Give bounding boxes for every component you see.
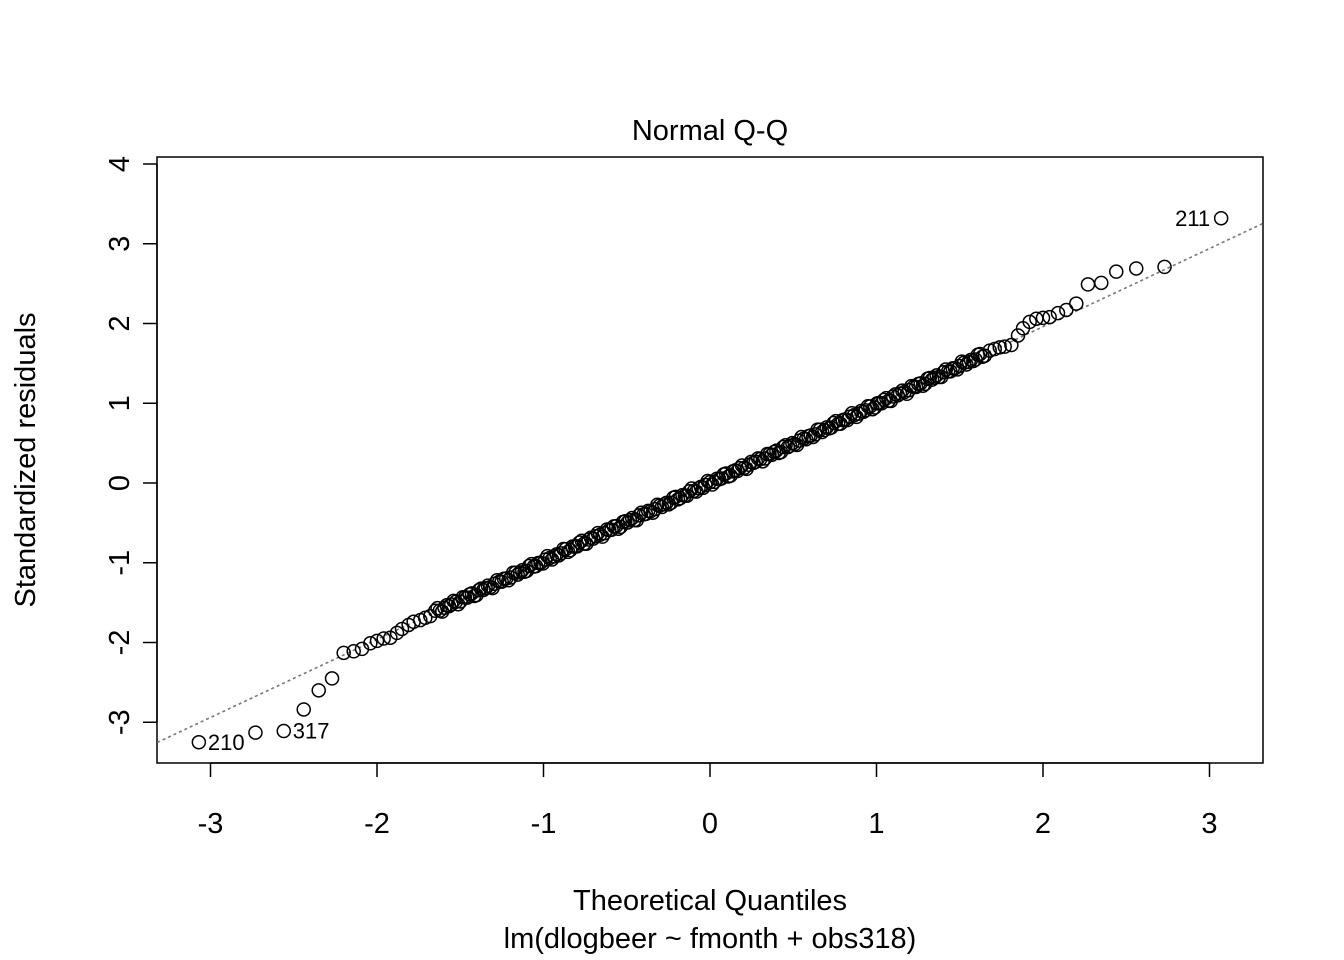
data-point xyxy=(684,481,699,496)
data-point xyxy=(311,683,326,698)
chart-title: Normal Q-Q xyxy=(632,115,788,147)
data-point xyxy=(620,515,635,530)
data-point xyxy=(812,422,828,438)
points-group xyxy=(191,210,1229,750)
y-axis-label: Standardized residuals xyxy=(10,312,42,607)
data-point xyxy=(510,567,525,582)
data-point xyxy=(191,734,207,750)
point-label: 210 xyxy=(208,730,245,755)
data-point xyxy=(1069,296,1084,311)
reference-line xyxy=(156,222,1264,744)
data-point xyxy=(1059,302,1074,318)
data-point xyxy=(780,439,796,455)
x-axis: -3 -2 -1 0 1 2 3 xyxy=(198,762,1218,840)
data-point xyxy=(1015,321,1031,336)
data-point xyxy=(961,354,976,370)
y-tick-label: 2 xyxy=(104,315,136,331)
data-point xyxy=(691,480,706,496)
point-label: 211 xyxy=(1175,206,1210,231)
data-point xyxy=(1080,277,1096,292)
data-point xyxy=(296,702,311,717)
x-tick-label: 0 xyxy=(702,808,718,840)
plot-frame xyxy=(156,156,1264,764)
data-point xyxy=(494,574,509,590)
y-tick-label: 4 xyxy=(104,156,136,172)
x-tick-label: 3 xyxy=(1201,808,1217,840)
data-point xyxy=(764,447,780,463)
data-point xyxy=(376,631,391,646)
y-tick-label: -2 xyxy=(104,630,136,656)
data-point xyxy=(1050,305,1066,321)
y-axis: -3 -2 -1 0 1 2 3 4 xyxy=(104,156,158,735)
x-tick-label: -2 xyxy=(364,808,390,840)
data-point xyxy=(346,644,361,659)
y-tick-label: 1 xyxy=(104,395,136,411)
data-point xyxy=(1128,261,1144,276)
point-labels-group: 211 210 317 xyxy=(208,206,1210,755)
data-point xyxy=(654,499,670,515)
data-point xyxy=(604,522,619,538)
data-point xyxy=(248,725,263,740)
data-point xyxy=(844,406,860,421)
data-point xyxy=(734,458,750,473)
data-point xyxy=(324,671,340,686)
point-label: 317 xyxy=(293,719,330,744)
data-point xyxy=(959,357,974,372)
y-tick-label: 3 xyxy=(104,236,136,252)
data-point xyxy=(1004,337,1019,353)
model-formula-label: lm(dlogbeer ~ fmonth + obs318) xyxy=(504,923,917,955)
data-point xyxy=(1010,328,1026,343)
data-point xyxy=(778,438,793,453)
data-point xyxy=(336,645,351,661)
data-point xyxy=(563,542,578,558)
y-tick-label: -3 xyxy=(104,709,136,735)
data-point xyxy=(508,565,523,581)
x-axis-label: Theoretical Quantiles xyxy=(573,885,847,917)
data-point xyxy=(1094,275,1109,291)
data-point xyxy=(1109,264,1124,279)
data-point xyxy=(622,512,638,528)
data-point xyxy=(776,439,791,455)
data-point xyxy=(428,603,443,619)
data-point xyxy=(473,581,489,596)
data-point xyxy=(922,370,938,386)
reference-line-group xyxy=(156,222,1264,744)
data-point xyxy=(997,339,1012,354)
data-point xyxy=(908,379,924,395)
data-point xyxy=(276,723,292,739)
x-tick-label: -1 xyxy=(531,808,557,840)
data-point xyxy=(814,424,830,440)
data-point xyxy=(540,548,555,564)
data-point xyxy=(1035,310,1051,326)
data-point xyxy=(1213,210,1229,226)
data-point xyxy=(977,348,992,363)
x-tick-label: 1 xyxy=(868,808,884,840)
y-tick-label: -1 xyxy=(104,550,136,576)
data-point xyxy=(476,582,491,598)
x-tick-label: -3 xyxy=(198,808,224,840)
data-point xyxy=(1029,311,1044,326)
data-point xyxy=(363,636,378,651)
data-point xyxy=(460,590,475,605)
data-point xyxy=(430,600,445,616)
data-point xyxy=(924,372,940,387)
data-point xyxy=(874,396,889,411)
data-point xyxy=(732,460,748,476)
data-point xyxy=(890,388,905,403)
data-point xyxy=(389,625,405,641)
data-point xyxy=(833,416,848,431)
data-point xyxy=(670,492,686,507)
data-point xyxy=(798,432,814,447)
data-point xyxy=(1157,259,1172,275)
data-point xyxy=(369,633,385,649)
x-tick-label: 2 xyxy=(1035,808,1051,840)
y-tick-label: 0 xyxy=(104,475,136,491)
